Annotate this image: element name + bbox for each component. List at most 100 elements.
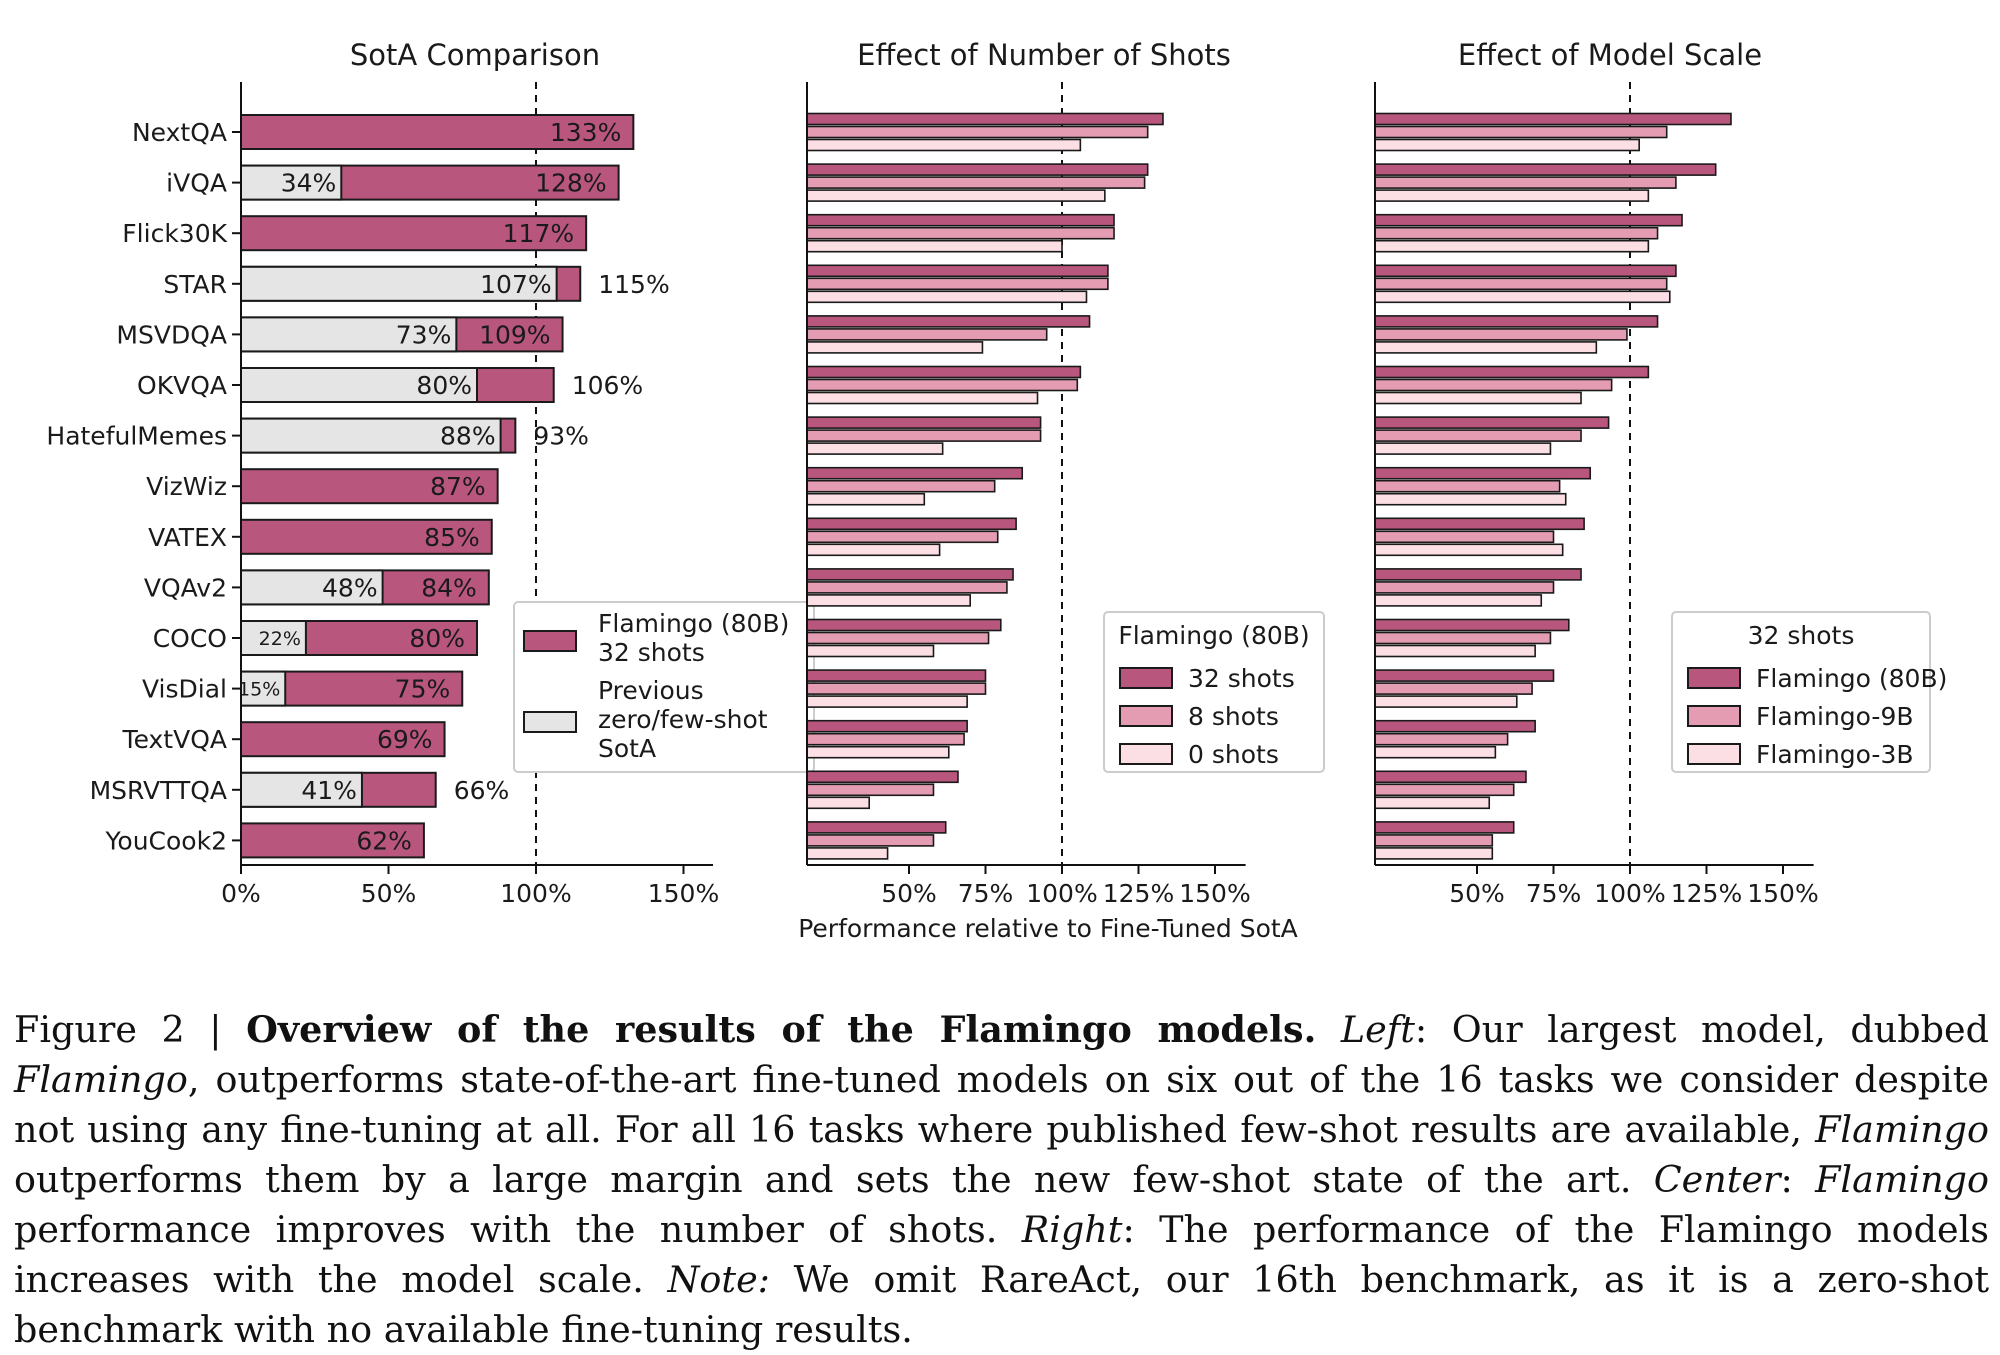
bar-0-shots xyxy=(806,442,944,455)
bar-32-shots xyxy=(806,669,987,682)
category-label: iVQA xyxy=(166,169,227,198)
x-tick-label: 125% xyxy=(1103,879,1174,908)
bar-8-shots xyxy=(806,429,1042,442)
legend-swatch xyxy=(1687,667,1741,689)
bar-flamingo-80b- xyxy=(1374,264,1677,278)
bar-0-shots xyxy=(806,745,950,759)
x-tick-label: 100% xyxy=(1594,879,1665,908)
sota-comparison-panel: SotA Comparison 133% NextQA 34% 128% iVQA 117%… xyxy=(46,38,815,908)
bar-flamingo-9b xyxy=(1374,277,1668,291)
bar-8-shots xyxy=(806,277,1109,291)
category-label: OKVQA xyxy=(137,371,227,400)
chart-title: Effect of Number of Shots xyxy=(857,38,1231,72)
bar-0-shots xyxy=(806,189,1106,202)
bar-0-shots xyxy=(806,847,889,860)
x-tick-label: 100% xyxy=(1026,879,1097,908)
bar-8-shots xyxy=(806,581,1008,594)
legend-label-previous-sota: zero/few-shot xyxy=(598,705,768,734)
bar-flamingo-3b xyxy=(1374,644,1536,658)
bar-flamingo-9b xyxy=(1374,732,1509,746)
data-label-flamingo: 85% xyxy=(424,523,480,552)
data-label-previous-sota: 22% xyxy=(259,628,301,650)
bar-32-shots xyxy=(806,821,947,834)
bar-flamingo-32-shots xyxy=(240,822,425,859)
category-label: NextQA xyxy=(132,118,227,147)
bar-flamingo-3b xyxy=(1374,695,1518,708)
legend-label-previous-sota: Previous xyxy=(598,676,704,705)
x-tick-label: 150% xyxy=(648,879,719,908)
bar-flamingo-80b- xyxy=(1374,416,1610,429)
data-label-flamingo: 106% xyxy=(572,371,643,400)
bar-0-shots xyxy=(806,492,926,506)
bar-flamingo-32-shots xyxy=(240,215,588,252)
bar-8-shots xyxy=(806,682,987,695)
data-label-flamingo: 128% xyxy=(535,169,606,198)
bar-flamingo-3b xyxy=(1374,745,1497,759)
bar-flamingo-3b xyxy=(1374,543,1564,557)
bar-flamingo-3b xyxy=(1374,492,1567,506)
caption-flamingo: Flamingo xyxy=(1815,1108,1989,1151)
category-label: VATEX xyxy=(148,523,227,552)
caption-flamingo: Flamingo xyxy=(1815,1158,1989,1201)
data-label-previous-sota: 107% xyxy=(480,270,551,299)
data-label-previous-sota: 73% xyxy=(396,320,452,349)
data-label-flamingo: 93% xyxy=(533,422,589,451)
legend-box xyxy=(1103,611,1325,773)
bar-32-shots xyxy=(806,315,1091,328)
bar-0-shots xyxy=(806,391,1039,405)
data-label-flamingo: 80% xyxy=(409,624,465,653)
bar-8-shots xyxy=(806,328,1048,341)
bar-flamingo-80b- xyxy=(1374,770,1527,784)
bar-flamingo-9b xyxy=(1374,682,1533,695)
caption-text: : xyxy=(1780,1158,1816,1201)
bar-previous-sota xyxy=(240,569,384,606)
bar-flamingo-9b xyxy=(1374,378,1613,392)
bar-8-shots xyxy=(806,631,990,645)
caption-text: : Our largest model, dubbed xyxy=(1414,1008,1989,1051)
category-label: VizWiz xyxy=(146,472,227,501)
bar-8-shots xyxy=(806,378,1079,392)
bar-8-shots xyxy=(806,783,935,797)
data-label-previous-sota: 34% xyxy=(281,169,337,198)
caption-text: performance improves with the number of … xyxy=(14,1208,1022,1251)
bar-8-shots xyxy=(806,226,1115,240)
x-tick-label: 75% xyxy=(958,879,1014,908)
bar-flamingo-3b xyxy=(1374,138,1640,152)
bar-flamingo-80b- xyxy=(1374,669,1555,682)
caption-right-label: Right xyxy=(1021,1208,1123,1251)
bar-32-shots xyxy=(806,112,1164,126)
category-label: VisDial xyxy=(142,675,227,704)
data-label-flamingo: 66% xyxy=(454,776,510,805)
x-tick-label: 50% xyxy=(1449,879,1505,908)
bar-32-shots xyxy=(806,618,1002,632)
data-label-flamingo: 115% xyxy=(598,270,669,299)
category-label: MSVDQA xyxy=(116,320,227,349)
caption-flamingo: Flamingo xyxy=(14,1058,188,1101)
bar-32-shots xyxy=(806,770,959,784)
legend-label: Flamingo-3B xyxy=(1756,740,1914,769)
bar-flamingo-9b xyxy=(1374,125,1668,139)
legend-title: Flamingo (80B) xyxy=(1118,621,1309,650)
legend-label: 0 shots xyxy=(1188,740,1279,769)
bar-0-shots xyxy=(806,341,984,354)
chart-title: SotA Comparison xyxy=(350,38,600,72)
legend-label: 32 shots xyxy=(1188,664,1295,693)
bar-0-shots xyxy=(806,796,871,810)
figure-caption: Figure 2 | Overview of the results of th… xyxy=(14,1005,1989,1355)
bar-flamingo-9b xyxy=(1374,479,1561,493)
bar-flamingo-80b- xyxy=(1374,821,1515,834)
data-label-previous-sota: 80% xyxy=(416,371,472,400)
caption-text: : The performance of the Flamingo models… xyxy=(14,1208,1989,1301)
bar-32-shots xyxy=(806,719,968,733)
bar-flamingo-80b- xyxy=(1374,517,1585,531)
bar-8-shots xyxy=(806,530,999,544)
category-label: Flick30K xyxy=(122,219,227,248)
bar-previous-sota xyxy=(240,670,287,707)
data-label-previous-sota: 15% xyxy=(238,679,280,701)
bar-0-shots xyxy=(806,543,941,557)
bar-flamingo-9b xyxy=(1374,834,1494,847)
bar-32-shots xyxy=(806,264,1109,278)
legend-label-previous-sota: SotA xyxy=(598,734,656,763)
chart-title: Effect of Model Scale xyxy=(1458,38,1762,72)
data-label-previous-sota: 48% xyxy=(322,573,378,602)
